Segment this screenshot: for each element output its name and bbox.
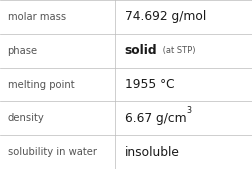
Text: melting point: melting point (8, 79, 74, 90)
Text: density: density (8, 113, 44, 123)
Text: solubility in water: solubility in water (8, 147, 97, 157)
Text: 74.692 g/mol: 74.692 g/mol (125, 10, 206, 23)
Text: phase: phase (8, 46, 38, 56)
Text: insoluble: insoluble (125, 146, 180, 159)
Text: 3: 3 (186, 106, 191, 115)
Text: solid: solid (125, 44, 157, 57)
Text: 6.67 g/cm: 6.67 g/cm (125, 112, 186, 125)
Text: 1955 °C: 1955 °C (125, 78, 174, 91)
Text: (at STP): (at STP) (160, 46, 195, 55)
Text: molar mass: molar mass (8, 12, 66, 22)
